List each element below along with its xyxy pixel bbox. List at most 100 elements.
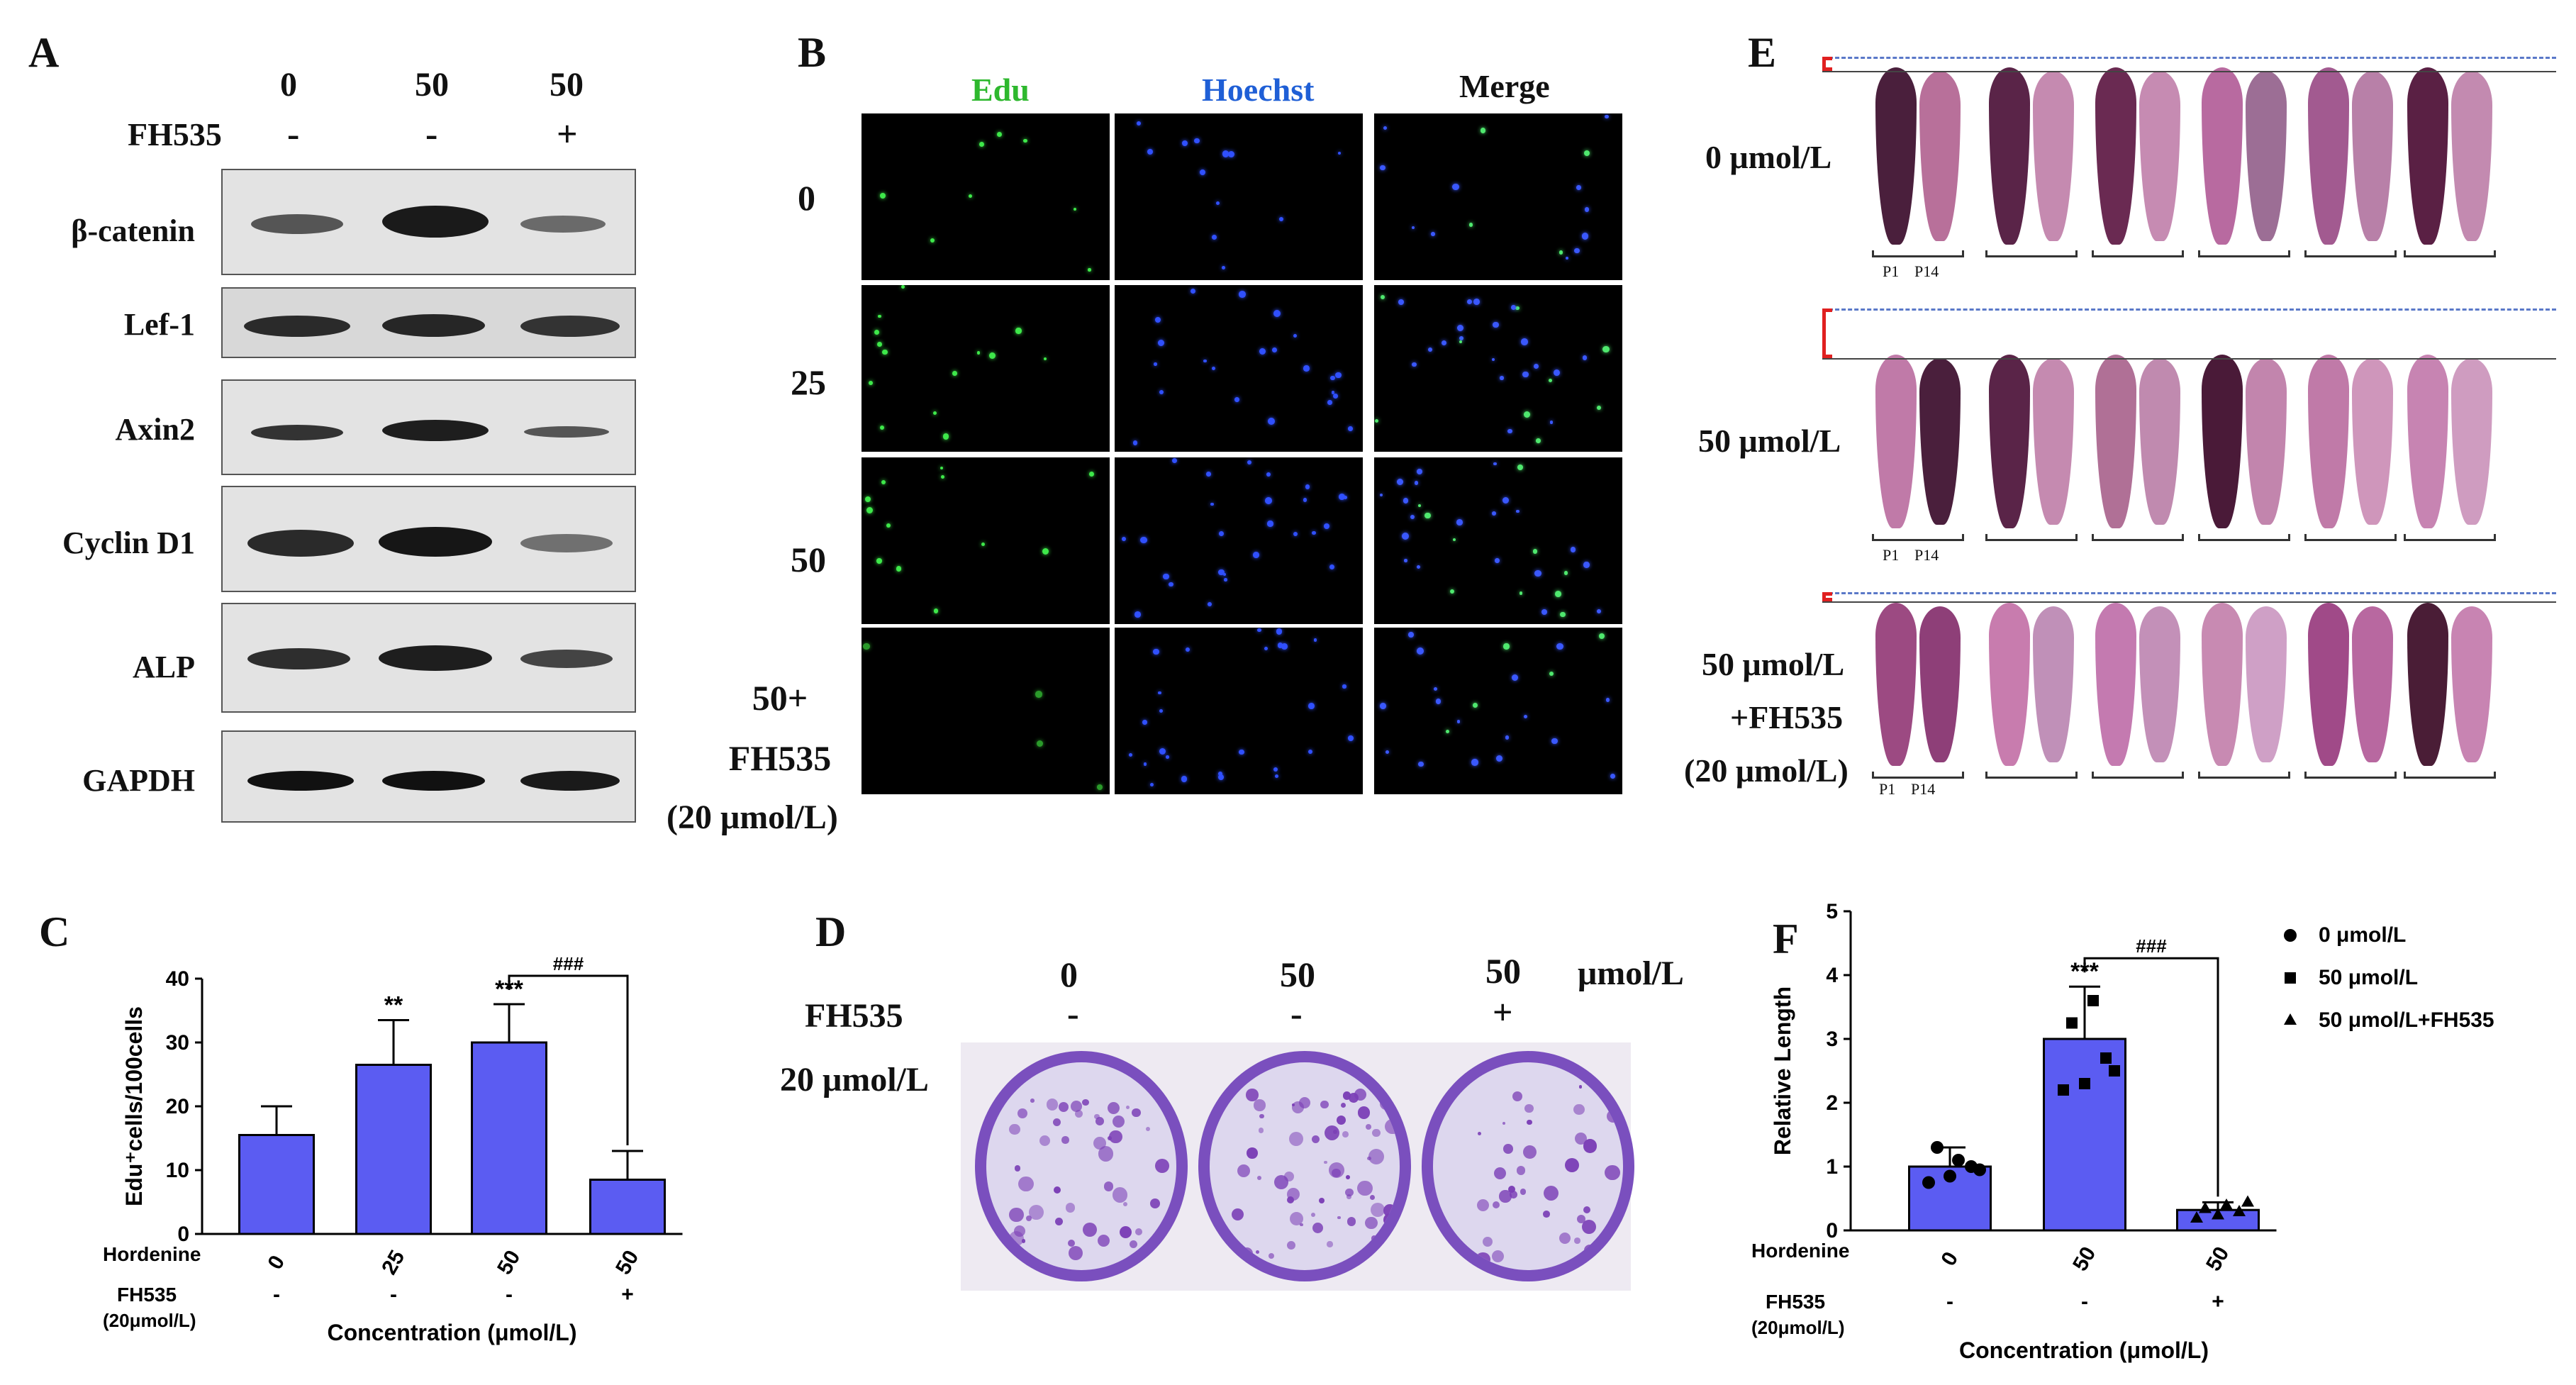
pair-bracket — [1985, 772, 2078, 779]
e-row-label-50: 50 μmol/L — [1698, 423, 1841, 459]
data-point — [2233, 1205, 2246, 1216]
data-point — [2087, 995, 2099, 1006]
panel-a-fh535-0: - — [287, 114, 300, 155]
length-bracket-red — [1822, 308, 1832, 358]
explant-image — [1989, 603, 2030, 766]
e-row-label-0: 0 μmol/L — [1705, 139, 1832, 175]
explant-image — [2308, 603, 2349, 766]
d-dose: 20 μmol/L — [780, 1061, 929, 1098]
bar — [238, 1134, 315, 1235]
row-label-50plus: 50+ — [752, 678, 808, 718]
panel-c-letter: C — [39, 908, 70, 955]
blot-label-alp: ALP — [133, 650, 195, 684]
e-p1-label-row1: P1 — [1883, 262, 1900, 280]
panel-a-conc-2: 50 — [550, 66, 584, 104]
y-tick-label: 10 — [166, 1159, 189, 1182]
d-conc-2: 50 — [1485, 951, 1521, 991]
explant-image — [2352, 358, 2393, 525]
explant-image — [2451, 358, 2492, 525]
explant-image — [1919, 606, 1961, 762]
significance-mark: ** — [384, 992, 403, 1019]
explant-image — [2308, 67, 2349, 245]
pair-bracket — [1872, 772, 1964, 779]
d-conc-1: 50 — [1280, 955, 1315, 994]
explant-image — [1989, 67, 2030, 245]
pair-bracket — [2304, 534, 2397, 541]
reference-line-dashed — [1822, 308, 2556, 311]
explant-image — [2352, 606, 2393, 762]
row-label-fh535: FH535 — [728, 738, 832, 778]
length-bracket-red — [1822, 57, 1832, 71]
legend-marker — [2284, 929, 2297, 942]
explant-image — [2451, 71, 2492, 241]
explant-image — [2095, 355, 2136, 528]
row-label-hordenine: Hordenine — [103, 1243, 201, 1265]
y-tick-label: 20 — [166, 1095, 189, 1118]
micrograph-tile — [862, 628, 1110, 794]
explant-image — [2246, 358, 2287, 525]
y-tick-label: 40 — [166, 967, 189, 991]
pair-bracket — [2198, 534, 2290, 541]
micrograph-tile — [1115, 628, 1363, 794]
micrograph-tile — [862, 285, 1110, 452]
micrograph-tile — [862, 457, 1110, 624]
data-point — [2212, 1208, 2224, 1220]
fh535-sign: - — [1946, 1290, 1953, 1313]
row-label-50: 50 — [791, 540, 826, 579]
pair-bracket — [1872, 250, 1964, 257]
y-tick-label: 3 — [1826, 1028, 1838, 1051]
fh535-sign: - — [273, 1283, 280, 1306]
pair-bracket — [2092, 772, 2184, 779]
pair-bracket — [2404, 772, 2496, 779]
data-point — [1952, 1154, 1965, 1167]
explant-image — [2352, 71, 2393, 241]
col-label-merge: Merge — [1459, 68, 1550, 104]
reference-line-dashed — [1822, 57, 2556, 59]
blot-label-axin2: Axin2 — [115, 412, 195, 447]
panel-e-letter: E — [1748, 29, 1777, 76]
blot-cyclin-d1 — [221, 486, 636, 592]
explant-image — [2202, 603, 2243, 766]
category-label: 50 — [2202, 1243, 2234, 1275]
explant-image — [2246, 71, 2287, 241]
micrograph-tile — [862, 113, 1110, 280]
row-label-0: 0 — [798, 178, 815, 218]
pair-bracket — [2404, 534, 2496, 541]
blot-label-lef1: Lef-1 — [123, 307, 195, 342]
explant-image — [2095, 603, 2136, 766]
explant-image — [2139, 358, 2180, 525]
micrograph-tile — [1115, 285, 1363, 452]
blot-gapdh — [221, 730, 636, 823]
explant-image — [2407, 603, 2448, 766]
bar — [355, 1064, 432, 1235]
blot-lef1 — [221, 287, 636, 358]
d-fh535-1: - — [1290, 994, 1303, 1033]
micrograph-tile — [1374, 628, 1622, 794]
d-fh535-0: - — [1067, 994, 1079, 1033]
culture-plate — [1422, 1051, 1634, 1281]
culture-plate — [1198, 1051, 1411, 1281]
length-bracket-red — [1822, 592, 1832, 601]
y-tick-label: 30 — [166, 1031, 189, 1055]
y-axis-label: Edu⁺cells/100cells — [121, 1006, 147, 1206]
blot-label-cyclin-d1: Cyclin D1 — [62, 525, 195, 560]
row-label-25: 25 — [791, 362, 826, 402]
panel-a-fh535-label: FH535 — [128, 116, 222, 152]
category-label: 0 — [263, 1252, 289, 1274]
panel-a-letter: A — [28, 29, 60, 76]
y-tick-label: 0 — [177, 1223, 189, 1246]
d-fh535-label: FH535 — [805, 997, 903, 1035]
data-point — [2199, 1201, 2212, 1213]
comparison-bracket — [2083, 957, 2219, 1197]
row-label-dose: (20μmol/L) — [1751, 1317, 1844, 1338]
d-fh535-2: + — [1493, 992, 1513, 1032]
explant-image — [2246, 606, 2287, 762]
y-tick-label: 4 — [1826, 964, 1838, 987]
data-point — [1922, 1176, 1935, 1189]
bar — [589, 1179, 666, 1235]
panel-b-letter: B — [798, 29, 827, 76]
panel-f-letter: F — [1773, 916, 1799, 962]
d-unit: μmol/L — [1578, 955, 1684, 992]
explant-image — [2033, 71, 2074, 241]
